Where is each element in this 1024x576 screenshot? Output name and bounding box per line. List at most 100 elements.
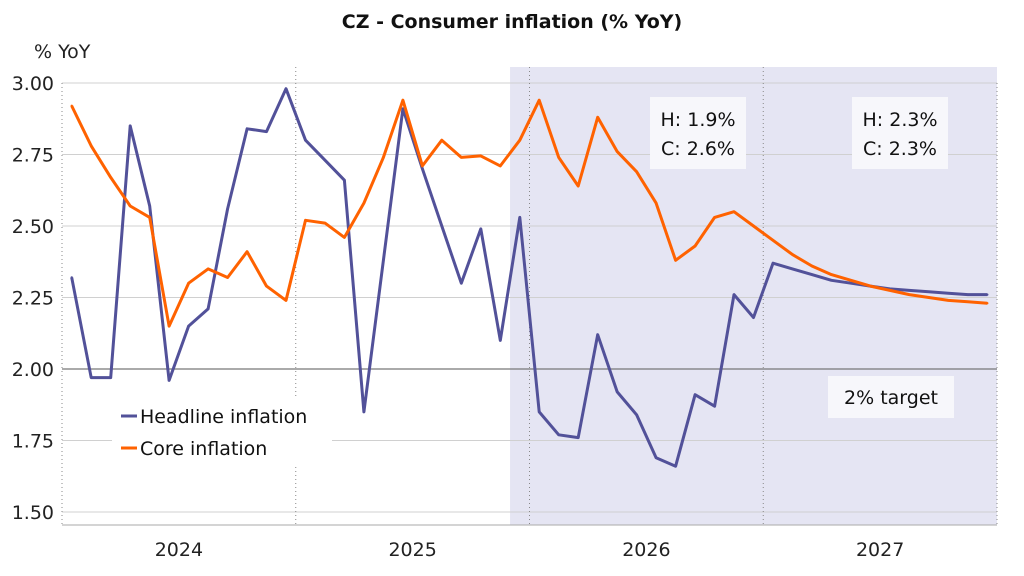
legend: Headline inflation Core inflation xyxy=(112,398,332,466)
y-tick-label: 2.75 xyxy=(12,145,54,167)
chart-title: CZ - Consumer inflation (% YoY) xyxy=(342,11,682,33)
core-point xyxy=(70,104,73,108)
y-axis-label: % YoY xyxy=(34,41,91,63)
core-point xyxy=(674,259,677,262)
headline-point xyxy=(966,293,969,296)
core-point xyxy=(869,284,872,288)
x-tick-label-2027: 2027 xyxy=(856,539,904,561)
legend-core-label: Core inflation xyxy=(140,438,267,460)
core-inflation-line xyxy=(70,98,988,328)
y-tick-label: 2.50 xyxy=(12,216,54,238)
y-tick-label: 1.75 xyxy=(12,431,54,453)
core-point xyxy=(732,210,736,213)
core-point xyxy=(109,176,112,179)
core-point xyxy=(888,289,892,292)
core-point xyxy=(382,156,385,159)
core-point xyxy=(323,221,327,225)
headline-point xyxy=(226,207,229,211)
core-point xyxy=(752,224,755,228)
annotation-2026-core: C: 2.6% xyxy=(661,138,735,160)
core-point xyxy=(440,139,444,142)
core-point xyxy=(499,164,502,168)
core-point xyxy=(148,216,151,219)
core-point xyxy=(596,116,599,119)
headline-point xyxy=(401,107,405,110)
headline-point xyxy=(986,293,989,296)
headline-point xyxy=(732,293,736,296)
annotation-2027: H: 2.3% C: 2.3% xyxy=(852,97,948,169)
core-point xyxy=(265,284,268,288)
core-point xyxy=(538,98,541,102)
headline-point xyxy=(518,216,521,219)
core-point xyxy=(966,300,969,303)
y-tick-label: 2.00 xyxy=(12,359,54,381)
headline-point xyxy=(323,159,327,162)
core-point xyxy=(460,156,463,159)
headline-point xyxy=(771,261,775,265)
headline-point xyxy=(947,292,950,295)
annotation-2027-headline: H: 2.3% xyxy=(863,109,938,131)
headline-point xyxy=(752,316,755,319)
headline-point xyxy=(90,376,93,379)
x-axis-ticks: 2024 2025 2026 2027 xyxy=(155,539,905,561)
core-point xyxy=(421,164,424,168)
headline-point xyxy=(674,465,677,468)
headline-point xyxy=(849,282,853,285)
headline-point xyxy=(206,307,210,311)
core-point xyxy=(206,267,210,271)
headline-point xyxy=(245,127,249,130)
headline-point xyxy=(908,289,911,292)
headline-point xyxy=(460,282,463,285)
headline-point xyxy=(362,410,366,414)
headline-point xyxy=(440,224,444,228)
core-point xyxy=(830,273,833,276)
headline-point xyxy=(596,333,599,336)
headline-point xyxy=(654,456,658,459)
headline-point xyxy=(187,324,190,328)
core-point xyxy=(576,184,580,188)
core-point xyxy=(128,204,132,208)
core-point xyxy=(947,299,950,302)
headline-point xyxy=(343,179,346,182)
headline-point xyxy=(635,413,638,416)
target-label: 2% target xyxy=(844,387,938,409)
annotation-2026-headline: H: 1.9% xyxy=(661,109,736,131)
headline-point xyxy=(810,273,814,276)
x-tick-label-2026: 2026 xyxy=(622,539,670,561)
headline-point xyxy=(148,204,151,208)
headline-point xyxy=(693,393,697,396)
headline-point xyxy=(830,279,833,282)
headline-point xyxy=(421,167,424,170)
core-point xyxy=(304,219,307,222)
y-tick-label: 3.00 xyxy=(12,73,54,95)
core-point xyxy=(713,216,716,219)
headline-point xyxy=(557,433,560,436)
headline-point xyxy=(479,227,483,231)
headline-point xyxy=(713,404,716,408)
core-point xyxy=(693,244,697,248)
core-point xyxy=(518,139,521,142)
core-point xyxy=(90,144,93,148)
headline-point xyxy=(615,390,619,394)
x-tick-label-2025: 2025 xyxy=(388,539,436,561)
core-point xyxy=(401,98,405,102)
headline-point xyxy=(927,290,931,293)
target-annotation: 2% target xyxy=(828,376,954,418)
y-tick-label: 2.25 xyxy=(12,288,54,310)
core-point xyxy=(557,156,560,159)
headline-point xyxy=(284,87,288,90)
core-point xyxy=(849,279,853,282)
core-point xyxy=(226,276,229,279)
headline-point xyxy=(576,436,580,439)
core-point xyxy=(245,250,249,253)
headline-point xyxy=(265,130,268,133)
annotation-2026: H: 1.9% C: 2.6% xyxy=(650,97,746,169)
headline-point xyxy=(167,379,171,382)
core-point xyxy=(343,236,346,239)
core-point xyxy=(908,293,911,296)
headline-point xyxy=(304,139,307,142)
core-point xyxy=(771,239,775,242)
headline-point xyxy=(538,410,541,414)
core-point xyxy=(615,150,619,153)
x-tick-label-2024: 2024 xyxy=(155,539,203,561)
